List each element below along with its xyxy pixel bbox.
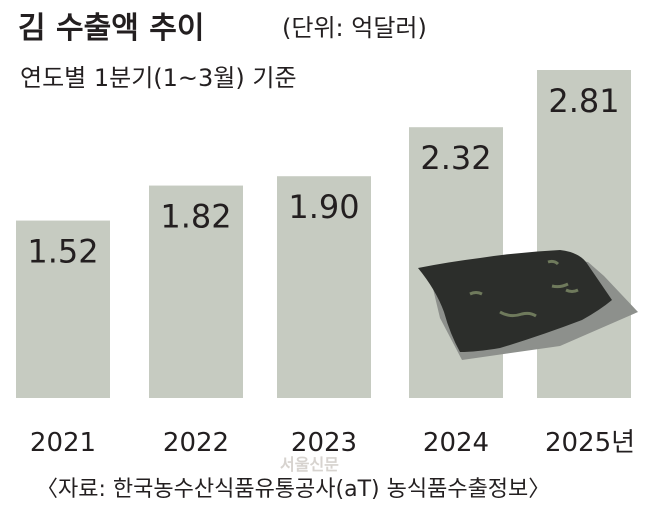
bar-2021 <box>16 220 110 398</box>
x-tick-2025년: 2025년 <box>545 428 635 458</box>
chart-title: 김 수출액 추이 <box>18 11 205 46</box>
x-tick-2024: 2024 <box>423 428 489 458</box>
watermark: 서울신문 <box>280 455 339 474</box>
x-tick-2021: 2021 <box>30 428 96 458</box>
bar-2022 <box>149 185 243 398</box>
unit-note: (단위: 억달러) <box>282 14 427 42</box>
value-label-2024: 2.32 <box>420 139 491 177</box>
bar-2023 <box>277 176 371 398</box>
laver-sheet-icon <box>418 250 638 360</box>
value-label-2021: 1.52 <box>27 233 98 271</box>
value-label-group: 1.52 1.82 1.90 2.32 2.81 <box>27 82 619 271</box>
x-tick-2023: 2023 <box>291 428 357 458</box>
source-note: 〈자료: 한국농수산식품유통공사(aT) 농식품수출정보〉 <box>36 477 550 502</box>
value-label-2025년: 2.81 <box>548 82 619 120</box>
chart-subtitle: 연도별 1분기(1~3월) 기준 <box>20 64 297 92</box>
value-label-2022: 1.82 <box>160 198 231 236</box>
x-tick-group: 2021 2022 2023 2024 2025년 <box>30 428 635 458</box>
x-tick-2022: 2022 <box>163 428 229 458</box>
value-label-2023: 1.90 <box>288 188 359 226</box>
